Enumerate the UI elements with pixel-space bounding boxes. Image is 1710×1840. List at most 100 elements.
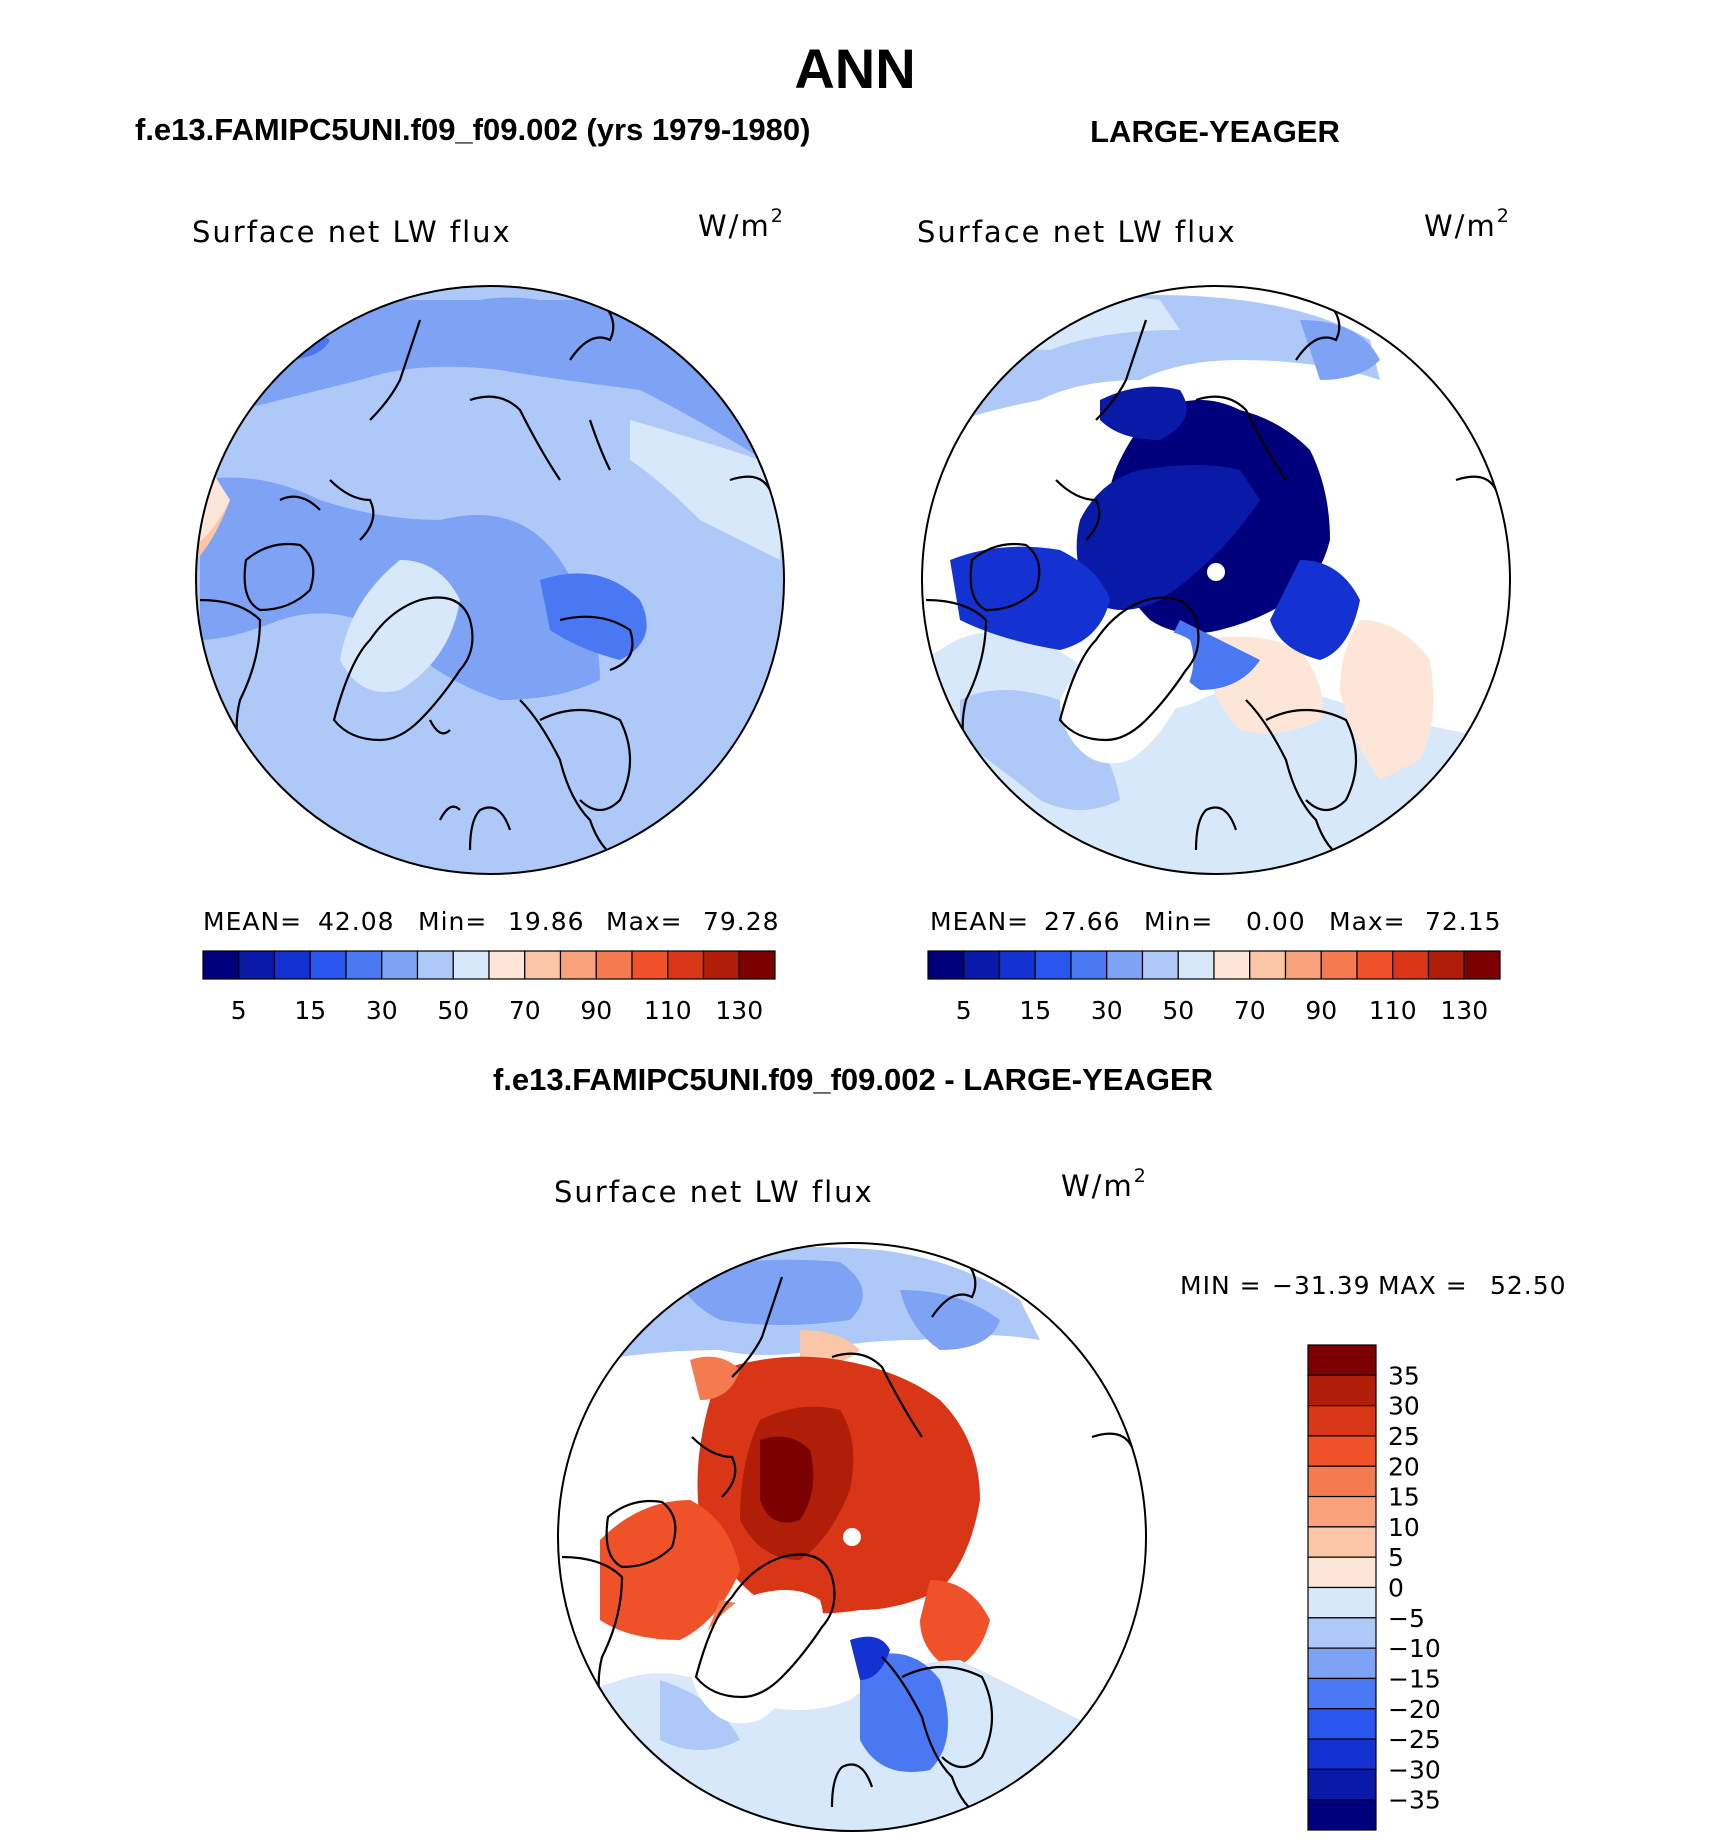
colorbar-swatch [309,950,347,980]
max-label: Max= [1329,907,1406,936]
panel-title: f.e13.FAMIPC5UNI.f09_f09.002 (yrs 1979-1… [135,112,810,147]
colorbar-tick-label: 30 [1091,996,1123,1025]
panel-title: f.e13.FAMIPC5UNI.f09_f09.002 - LARGE-YEA… [493,1062,1213,1097]
variable-label: Surface net LW flux [192,215,512,249]
colorbar-swatch [1307,1344,1377,1376]
colorbar-swatch [559,950,597,980]
min-value: 0.00 [1246,907,1306,936]
map-boundary [195,285,785,875]
colorbar-swatch [667,950,705,980]
colorbar-swatch [1307,1799,1377,1831]
colorbar-swatch [202,950,240,980]
stats-line: MEAN= 27.66 Min= 0.00 Max= 72.15 [930,907,1502,936]
max-label: MAX = [1378,1271,1468,1300]
colorbar-swatch [452,950,490,980]
colorbar-tick-label: 25 [1388,1422,1420,1451]
min-label: Min= [418,907,487,936]
colorbar-tick-label: 90 [580,996,612,1025]
variable-label: Surface net LW flux [917,215,1237,249]
colorbar-tick-label: −10 [1388,1634,1441,1663]
mean-value: 42.08 [318,907,395,936]
colorbar-tick-label: 110 [1369,996,1417,1025]
colorbar-swatch [273,950,311,980]
colorbar-swatch [1307,1556,1377,1589]
colorbar-swatch [1307,1586,1377,1619]
pole-marker [843,1528,861,1546]
max-value: 72.15 [1425,907,1502,936]
stats-line: MIN = −31.39 MAX = 52.50 [1180,1271,1567,1300]
colorbar-swatch [1320,950,1358,980]
units-text: W/m [1424,209,1497,243]
colorbar-swatch [1307,1677,1377,1710]
colorbar: 5 15 30 50 70 90 110 130 [927,950,1501,1025]
colorbar-tick-label: 5 [231,996,247,1025]
colorbar-swatch [345,950,383,980]
variable-label: Surface net LW flux [554,1175,874,1209]
colorbar-swatch [1307,1495,1377,1528]
colorbar: 5 15 30 50 70 90 110 130 [202,950,776,1025]
colorbar-swatch [1284,950,1322,980]
colorbar-tick-label: 15 [1019,996,1051,1025]
colorbar-tick-label: 0 [1388,1574,1404,1603]
colorbar-tick-label: 35 [1388,1361,1420,1390]
mean-label: MEAN= [930,907,1029,936]
figure-title: ANN [794,37,915,100]
colorbar-swatch [1463,950,1501,980]
min-label: MIN = [1180,1271,1262,1300]
colorbar-swatch [1427,950,1465,980]
colorbar-swatch [381,950,419,980]
colorbar-swatch [524,950,562,980]
colorbar-tick-label: −15 [1388,1664,1441,1693]
colorbar-swatch [1177,950,1215,980]
colorbar-swatch [738,950,776,980]
colorbar-swatch [1106,950,1144,980]
colorbar-tick-label: 70 [509,996,541,1025]
colorbar-swatch [1307,1738,1377,1770]
min-value: −31.39 [1272,1271,1371,1300]
units-label: W/m2 [1424,205,1511,243]
colorbar-swatch [998,950,1036,980]
colorbar-swatch [1307,1708,1377,1740]
min-label: Min= [1144,907,1213,936]
colorbar-swatch [1307,1647,1377,1680]
colorbar-swatch [488,950,526,980]
colorbar-tick-label: 20 [1388,1452,1420,1481]
colorbar-tick-label: 30 [1388,1392,1420,1421]
colorbar-swatch [1070,950,1108,980]
coastlines [925,299,1497,861]
max-label: Max= [606,907,683,936]
units-text: W/m [698,209,771,243]
map-field [196,286,784,874]
min-value: 19.86 [508,907,585,936]
units-sup: 2 [1134,1165,1148,1187]
units-text: W/m [1061,1169,1134,1203]
units-sup: 2 [771,205,785,227]
colorbar-tick-label: −30 [1388,1755,1441,1784]
units-label: W/m2 [1061,1165,1148,1203]
colorbar-swatch [1307,1617,1377,1649]
colorbar-tick-label: 70 [1234,996,1266,1025]
colorbar-tick-label: 130 [715,996,763,1025]
panel-title: LARGE-YEAGER [1090,114,1340,149]
colorbar-swatch [702,950,740,980]
colorbar-tick-label: 90 [1305,996,1337,1025]
pole-marker [1207,563,1225,581]
colorbar-tick-label: 15 [294,996,326,1025]
panel-difference: f.e13.FAMIPC5UNI.f09_f09.002 - LARGE-YEA… [493,1062,1567,1832]
colorbar-swatch [1392,950,1430,980]
colorbar-tick-label: 10 [1388,1513,1420,1542]
colorbar-swatch [1141,950,1179,980]
max-value: 52.50 [1490,1271,1567,1300]
colorbar-swatch [1356,950,1394,980]
colorbar-swatch [1307,1465,1377,1498]
mean-value: 27.66 [1044,907,1121,936]
units-label: W/m2 [698,205,785,243]
coastlines [199,299,771,861]
map-boundary [557,1242,1147,1832]
panel-model: f.e13.FAMIPC5UNI.f09_f09.002 (yrs 1979-1… [135,112,810,1025]
panel-observation: LARGE-YEAGER Surface net LW flux W/m2 [917,114,1511,1025]
colorbar-swatch [1249,950,1287,980]
colorbar-tick-label: 5 [1388,1543,1404,1572]
colorbar-tick-label: 5 [956,996,972,1025]
